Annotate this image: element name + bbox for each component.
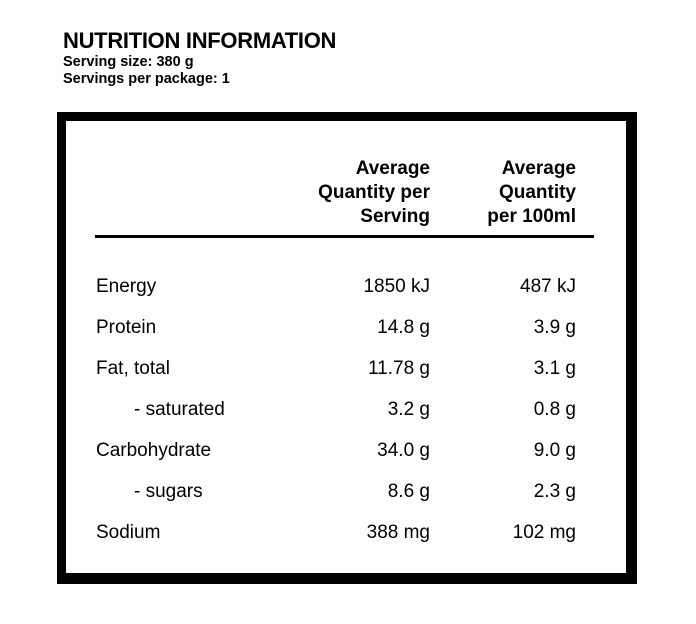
header-divider (95, 235, 594, 238)
column-header-line: Quantity (498, 182, 576, 203)
table-row: Fat, total 11.78 g 3.1 g (66, 348, 626, 389)
nutrient-rows: Energy 1850 kJ 487 kJ Protein 14.8 g 3.9… (66, 266, 626, 553)
label-title: NUTRITION INFORMATION (63, 28, 337, 53)
nutrient-name: Sodium (96, 522, 161, 543)
label-header: NUTRITION INFORMATION Serving size: 380 … (63, 28, 336, 88)
value-per-serving: 388 mg (366, 522, 430, 543)
value-per-100ml: 3.9 g (533, 317, 576, 338)
value-per-100ml: 102 mg (512, 522, 576, 543)
nutrient-name: - saturated (134, 399, 225, 420)
value-per-serving: 3.2 g (387, 399, 430, 420)
value-per-100ml: 2.3 g (533, 481, 576, 502)
nutrient-name: Carbohydrate (96, 440, 212, 461)
table-row: Protein 14.8 g 3.9 g (66, 307, 626, 348)
servings-per-package: Servings per package: 1 (63, 71, 230, 87)
nutrition-table: Average Quantity per Serving Average Qua… (57, 112, 637, 584)
column-header-line: Quantity per (318, 182, 430, 203)
table-row: Sodium 388 mg 102 mg (66, 512, 626, 553)
column-header-line: per 100ml (487, 206, 576, 227)
nutrient-name: Fat, total (96, 358, 170, 379)
value-per-100ml: 3.1 g (533, 358, 576, 379)
column-header-line: Average (501, 158, 576, 179)
table-row: - saturated 3.2 g 0.8 g (66, 389, 626, 430)
value-per-100ml: 487 kJ (520, 276, 576, 297)
nutrient-name: Protein (96, 317, 157, 338)
table-row: Energy 1850 kJ 487 kJ (66, 266, 626, 307)
value-per-serving: 11.78 g (368, 358, 430, 379)
column-header-per-100ml: Average Quantity per 100ml (436, 157, 576, 229)
column-header-per-serving: Average Quantity per Serving (230, 157, 430, 229)
table-row: - sugars 8.6 g 2.3 g (66, 471, 626, 512)
value-per-100ml: 9.0 g (533, 440, 576, 461)
nutrient-name: - sugars (134, 481, 203, 502)
column-header-line: Serving (360, 206, 430, 227)
value-per-serving: 14.8 g (377, 317, 430, 338)
value-per-serving: 8.6 g (387, 481, 430, 502)
value-per-serving: 34.0 g (377, 440, 430, 461)
nutrient-name: Energy (96, 276, 157, 297)
value-per-serving: 1850 kJ (363, 276, 430, 297)
column-header-line: Average (355, 158, 430, 179)
serving-size: Serving size: 380 g (63, 54, 194, 70)
value-per-100ml: 0.8 g (533, 399, 576, 420)
table-row: Carbohydrate 34.0 g 9.0 g (66, 430, 626, 471)
